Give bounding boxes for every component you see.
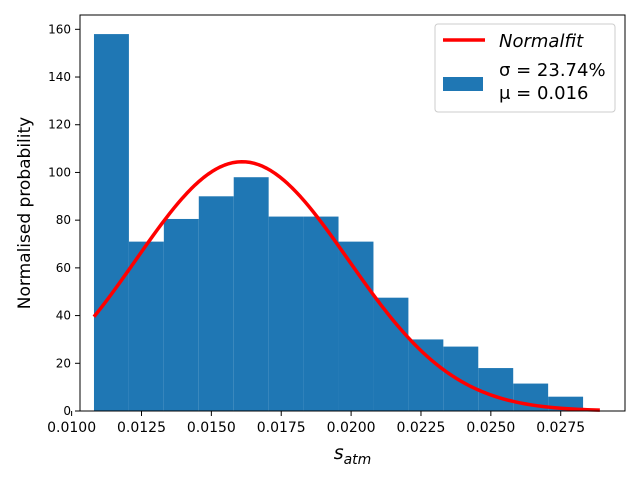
x-axis-label-main: s [334, 442, 344, 464]
y-tick-label: 0 [63, 404, 71, 418]
histogram-bar [478, 368, 514, 411]
y-tick-label: 60 [56, 261, 71, 275]
histogram-bar [163, 218, 199, 411]
y-axis-label: Normalised probability [15, 117, 35, 309]
x-tick-label: 0.0225 [396, 420, 445, 436]
y-tick-label: 80 [56, 213, 71, 227]
legend-entry-mu: μ = 0.016 [499, 83, 589, 104]
normal-fit-layer [92, 159, 600, 412]
x-tick-label: 0.0150 [187, 420, 236, 436]
y-axis-ticks: 0 20 40 60 80 100 120 140 160 [48, 22, 80, 418]
x-tick-label: 0.0250 [466, 420, 515, 436]
y-tick-label: 140 [48, 70, 71, 84]
y-tick-label: 160 [48, 22, 71, 36]
x-axis-label: satm [334, 442, 372, 468]
y-tick-label: 40 [56, 309, 71, 323]
legend-entry-sigma: σ = 23.74% [499, 60, 606, 81]
x-tick-label: 0.0175 [257, 420, 306, 436]
legend-bar-swatch [443, 77, 483, 91]
histogram-bar [128, 241, 164, 411]
histogram-bar [408, 339, 444, 411]
y-tick-label: 20 [56, 356, 71, 370]
x-tick-label: 0.0125 [117, 420, 166, 436]
histogram-bar [303, 216, 339, 411]
x-tick-label: 0.0100 [47, 420, 96, 436]
x-axis-ticks: 0.0100 0.0125 0.0150 0.0175 0.0200 0.0225 0.02… [47, 411, 585, 436]
normal-fit-curve [92, 159, 600, 412]
axes-frame [79, 14, 626, 412]
histogram-bar [198, 196, 234, 411]
histogram-bar [338, 241, 374, 411]
y-tick-label: 100 [48, 165, 71, 179]
x-axis-label-subscript: atm [344, 452, 372, 468]
x-tick-label: 0.0200 [327, 420, 376, 436]
legend-entry-normalfit: Normalfit [499, 31, 584, 52]
histogram-bar [233, 177, 269, 411]
histogram-bar [93, 34, 129, 411]
x-tick-label: 0.0275 [536, 420, 585, 436]
histogram-bar [373, 297, 409, 411]
histogram-bar [268, 216, 304, 411]
legend: Normalfit σ = 23.74% μ = 0.016 [434, 23, 616, 113]
histogram-bars [93, 34, 584, 411]
y-tick-label: 120 [48, 118, 71, 132]
histogram-bar [443, 346, 479, 411]
